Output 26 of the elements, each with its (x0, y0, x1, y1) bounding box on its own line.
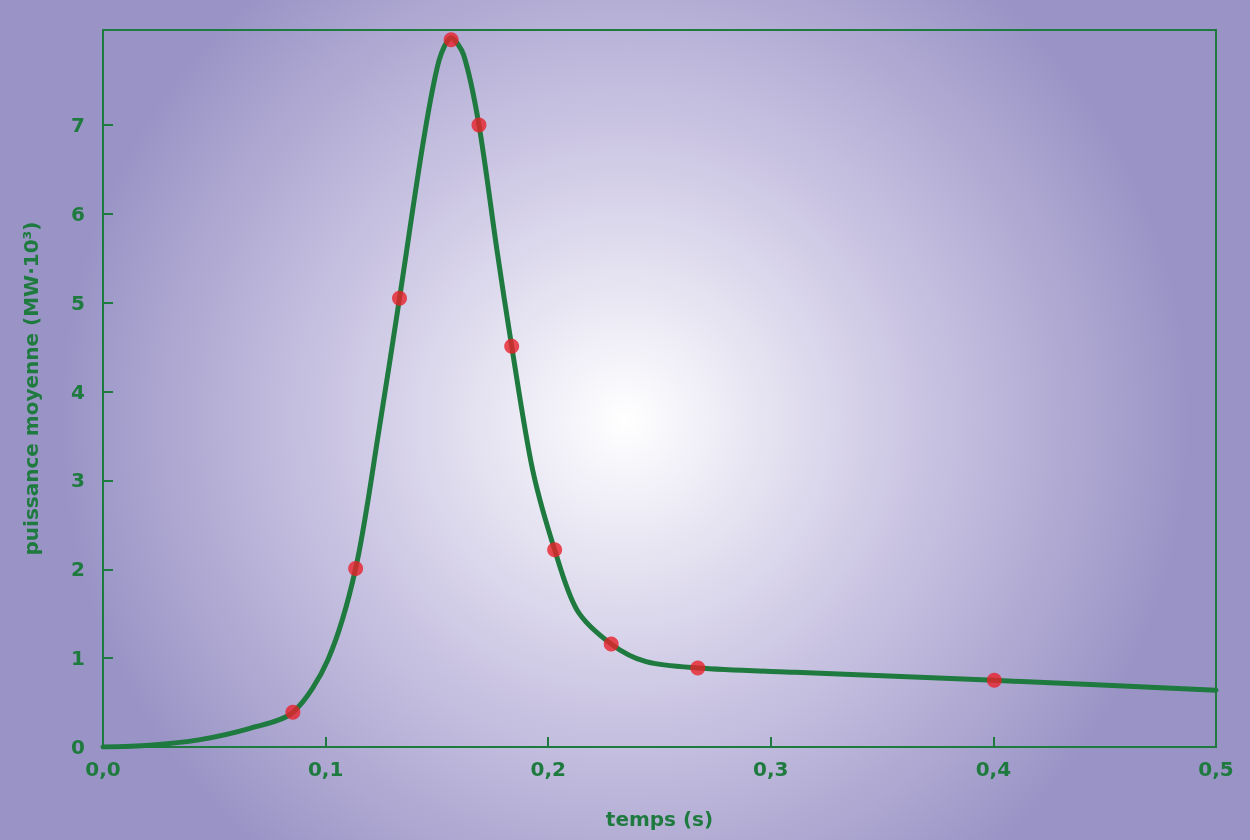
x-tick-label: 0,5 (1198, 757, 1234, 781)
y-axis-title: puissance moyenne (MW·10³) (19, 221, 43, 556)
point (392, 290, 407, 306)
y-tick-label: 2 (71, 557, 85, 582)
point (471, 117, 487, 133)
y-tick-label: 6 (71, 201, 85, 226)
x-axis-title: temps (s) (605, 807, 714, 831)
x-tick-label: 0,1 (307, 757, 344, 781)
point (504, 338, 520, 354)
point (285, 704, 301, 720)
point (986, 672, 1002, 688)
point (443, 32, 459, 48)
y-tick-label: 4 (71, 379, 85, 404)
x-tick-label: 0,0 (85, 757, 121, 781)
x-tick-label: 0,3 (753, 757, 789, 781)
y-tick-label: 1 (71, 646, 85, 671)
x-tick-label: 0,4 (975, 757, 1012, 781)
point (348, 560, 364, 576)
y-tick-label: 7 (71, 113, 85, 138)
x-tick-label: 0,2 (530, 757, 566, 781)
point (690, 660, 706, 676)
point (547, 542, 563, 558)
y-tick-label: 5 (71, 290, 85, 315)
y-tick-label: 0 (71, 735, 85, 759)
point (603, 636, 619, 652)
y-tick-label: 3 (71, 468, 85, 493)
